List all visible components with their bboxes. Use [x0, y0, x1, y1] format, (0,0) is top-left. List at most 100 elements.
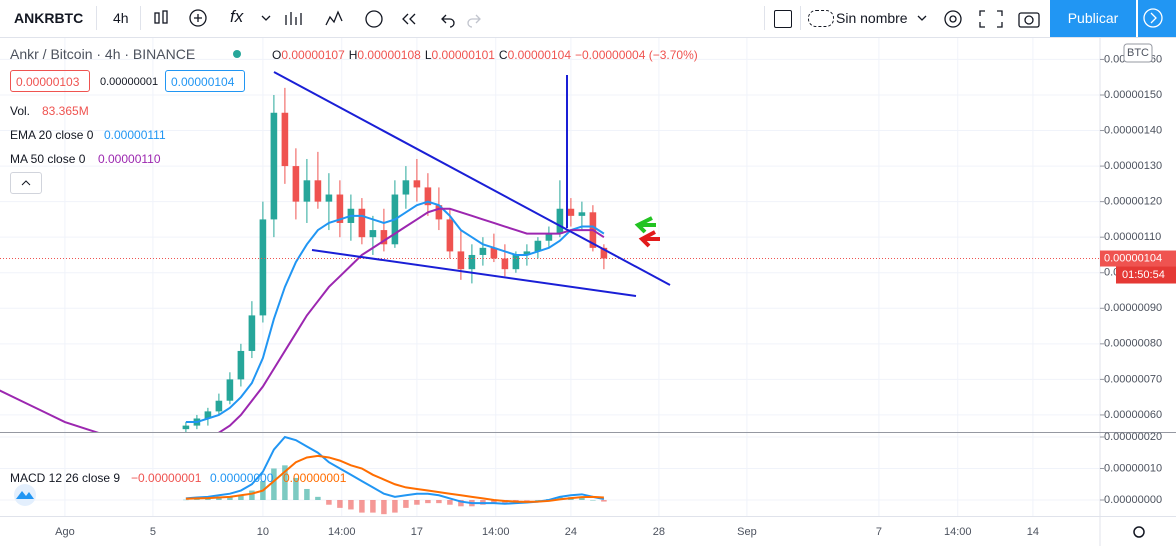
candle-body: [534, 240, 542, 252]
candle-body: [567, 208, 575, 216]
candle-body: [215, 400, 223, 412]
histogram-bar: [381, 499, 387, 515]
candle-body: [556, 208, 564, 234]
histogram-bar: [227, 496, 233, 500]
x-tick-label: 14: [1027, 526, 1039, 538]
publish-menu-icon[interactable]: [1138, 0, 1176, 37]
candle-body: [490, 247, 498, 259]
collapse-button[interactable]: [10, 172, 42, 194]
redo-icon[interactable]: [467, 14, 481, 28]
y-tick-label: 0.00000070: [1104, 373, 1162, 385]
settings-icon[interactable]: [1133, 526, 1145, 538]
candle-body: [314, 180, 322, 202]
add-icon[interactable]: [189, 9, 207, 27]
ohlc-key: C: [498, 48, 508, 62]
indicator-line: [185, 454, 604, 503]
histogram-bar: [216, 497, 222, 500]
histogram-bar: [403, 499, 409, 508]
chart-type-icon[interactable]: [162, 10, 168, 24]
y-tick-label: 0.00000130: [1104, 160, 1162, 172]
candle-body: [446, 219, 454, 252]
macd-title: MACD 12 26 close 9: [10, 471, 121, 485]
candle-body: [523, 251, 531, 255]
candle-body: [336, 194, 344, 223]
y-tick-label: 0.00000080: [1104, 338, 1162, 350]
histogram-bar: [370, 499, 376, 513]
candle-body: [545, 233, 553, 241]
sell-button[interactable]: 0.00000103: [10, 70, 90, 92]
candle-body: [600, 247, 608, 259]
x-tick-label: 28: [653, 526, 665, 538]
status-dot: [233, 50, 241, 58]
indicator-value: 0.00000111: [104, 128, 166, 142]
ohlc-key: H: [348, 48, 358, 62]
candle-body: [468, 254, 476, 270]
interval[interactable]: 4h: [113, 10, 129, 26]
replay-icon[interactable]: [402, 13, 416, 25]
chart-type-icon[interactable]: [154, 12, 160, 24]
x-tick-label: 7: [876, 526, 882, 538]
collapse-icon[interactable]: [11, 173, 41, 193]
alert-icon[interactable]: [365, 10, 383, 28]
symbol[interactable]: ANKRBTC: [14, 10, 84, 26]
x-tick-label: 10: [257, 526, 269, 538]
layout-icon[interactable]: [774, 10, 792, 28]
macd-value: 0.00000001: [283, 471, 347, 485]
settings-button[interactable]: [1133, 526, 1145, 538]
symbol-title: Ankr / Bitcoin · 4h · BINANCE: [10, 46, 196, 62]
dropdown[interactable]: [261, 15, 271, 21]
y-tick-label: 0.00000090: [1104, 302, 1162, 314]
indicators-button[interactable]: fx: [230, 7, 244, 26]
histogram-bar: [205, 498, 211, 500]
histogram-bar: [282, 465, 288, 500]
indicator-value: 0.00000110: [98, 152, 161, 166]
y-tick-label: 0.00000010: [1104, 462, 1162, 474]
y-tick-label: 0.00000120: [1104, 196, 1162, 208]
publish-menu[interactable]: [1137, 0, 1176, 37]
histogram-bar: [304, 488, 310, 500]
ohlc-key: O: [272, 48, 282, 62]
ohlc-value: 0.00000107: [281, 48, 345, 62]
currency: BTC: [1127, 47, 1149, 59]
histogram-bar: [337, 499, 343, 508]
candle-body: [281, 112, 289, 167]
layout-name[interactable]: Sin nombre: [836, 10, 908, 26]
histogram-bar: [535, 499, 541, 501]
candle-body: [182, 425, 190, 430]
buy-button[interactable]: 0.00000104: [165, 70, 245, 92]
histogram-bar: [238, 495, 244, 500]
fullscreen-icon[interactable]: [979, 10, 1003, 28]
undo-icon[interactable]: [441, 14, 455, 28]
candle-body: [292, 166, 300, 202]
histogram-bar: [293, 477, 299, 500]
templates-icon[interactable]: [285, 12, 302, 25]
dropdown[interactable]: [917, 15, 927, 21]
histogram-bar: [447, 499, 453, 505]
candle-body: [325, 194, 333, 202]
settings-icon[interactable]: [944, 10, 962, 28]
toolbar-icons: [154, 9, 343, 27]
x-tick-label: 14:00: [482, 526, 510, 538]
candle-body: [369, 230, 377, 238]
indicator-name: MA 50 close 0: [10, 152, 86, 166]
candle-body: [358, 208, 366, 238]
compare-icon[interactable]: [325, 10, 343, 26]
cloud-icon[interactable]: [808, 10, 834, 27]
snapshot-icon[interactable]: [1018, 12, 1040, 28]
histogram-bar: [590, 499, 596, 501]
x-tick-label: 14:00: [944, 526, 972, 538]
histogram-bar: [392, 499, 398, 513]
histogram-bar: [194, 499, 200, 500]
candle-body: [457, 251, 465, 270]
arrow: [638, 230, 660, 248]
histogram-bar: [579, 497, 585, 500]
price-label: 0.00000104: [1104, 252, 1162, 264]
histogram-bar: [601, 499, 607, 502]
trend-line: [311, 249, 637, 297]
candle-body: [380, 230, 388, 245]
candle-body: [226, 379, 234, 401]
publish-button[interactable]: Publicar: [1050, 0, 1136, 37]
x-tick-label: 5: [150, 526, 156, 538]
